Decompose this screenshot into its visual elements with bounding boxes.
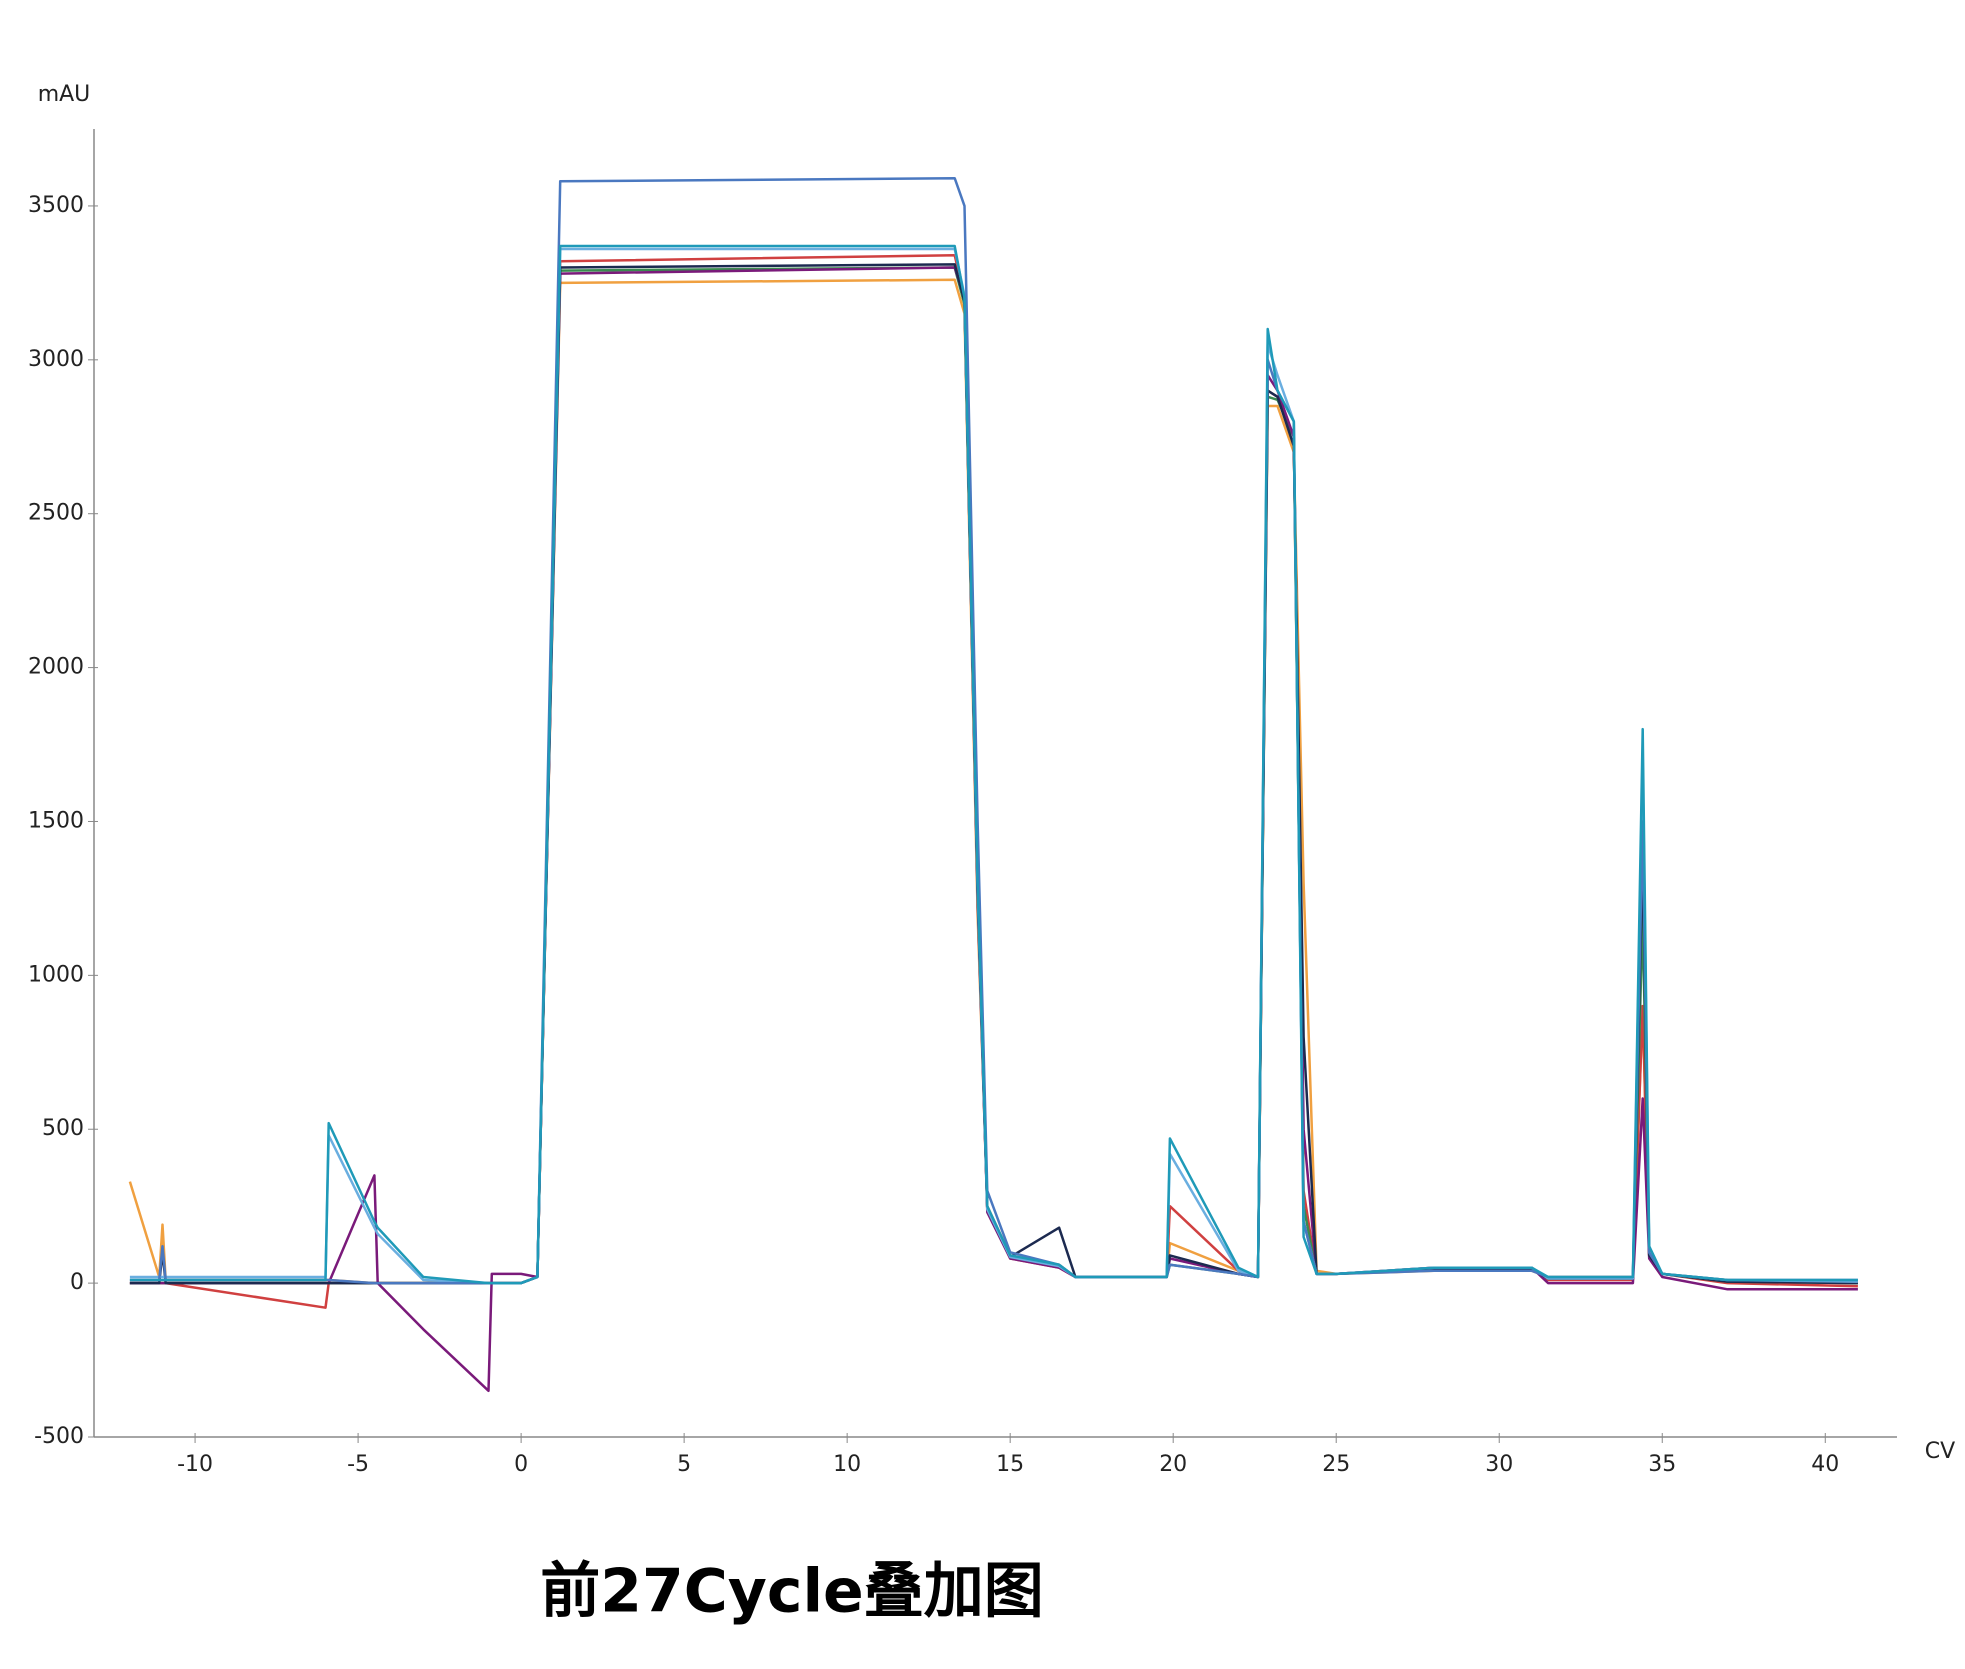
x-axis-label: CV [1925, 1439, 1955, 1464]
x-tick-label: 10 [833, 1452, 861, 1477]
y-tick-label: 3500 [28, 193, 84, 218]
y-tick-label: 1000 [28, 962, 84, 987]
series-line [128, 278, 1858, 1285]
x-tick-label: 15 [996, 1452, 1024, 1477]
series-line [129, 266, 1858, 1285]
x-tick-label: -10 [177, 1452, 213, 1477]
y-axis-label: mAU [38, 82, 91, 107]
y-tick-label: -500 [34, 1424, 84, 1449]
series-line [129, 263, 1858, 1285]
y-tick-label: 0 [70, 1270, 84, 1295]
x-tick-label: 30 [1485, 1452, 1513, 1477]
x-tick-label: 40 [1811, 1452, 1839, 1477]
y-tick-label: 500 [42, 1116, 84, 1141]
y-tick-label: 2500 [28, 501, 84, 526]
y-tick-label: 2000 [28, 655, 84, 680]
x-tick-label: 20 [1159, 1452, 1187, 1477]
chart-title: 前27Cycle叠加图 [540, 1557, 1043, 1627]
x-tick-label: 25 [1322, 1452, 1350, 1477]
x-tick-label: -5 [347, 1452, 369, 1477]
x-tick-label: 35 [1648, 1452, 1676, 1477]
x-tick-label: 0 [514, 1452, 528, 1477]
x-tick-label: 5 [677, 1452, 691, 1477]
y-tick-label: 1500 [28, 808, 84, 833]
series-line [129, 247, 1858, 1285]
y-tick-label: 3000 [28, 347, 84, 372]
series-line [129, 253, 1858, 1309]
series-line [129, 244, 1858, 1285]
series-line [129, 176, 1858, 1285]
